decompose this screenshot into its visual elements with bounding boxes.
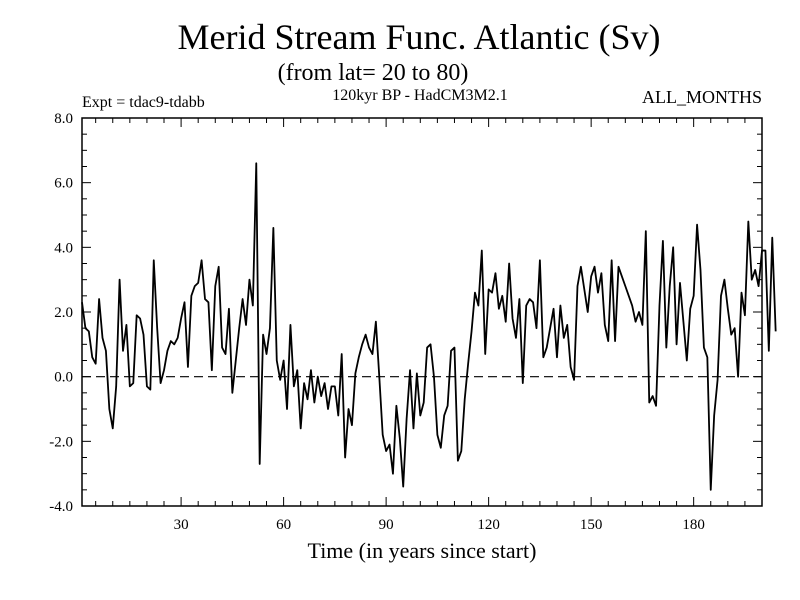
y-tick-label: -2.0	[49, 434, 73, 450]
plot-frame	[81, 117, 763, 507]
experiment-label: Expt = tdac9-tdabb	[82, 94, 205, 111]
x-tick-label: 120	[477, 517, 500, 533]
x-tick-label: 90	[379, 517, 394, 533]
season-label: ALL_MONTHS	[642, 87, 762, 107]
axes: -4.0 -2.0 0.0 2.0 4.0 6.0 8.0 30 60 90 120 150 180	[49, 111, 763, 533]
y-tick-label: -4.0	[49, 499, 73, 515]
y-tick-label: 6.0	[54, 176, 73, 192]
x-tick-label: 180	[682, 517, 705, 533]
x-tick-label: 150	[580, 517, 603, 533]
y-tick-label: 8.0	[54, 111, 73, 127]
chart-title: Merid Stream Func. Atlantic (Sv)	[178, 17, 661, 57]
x-tick-label: 30	[174, 517, 189, 533]
y-tick-label: 4.0	[54, 240, 73, 256]
chart-subtitle: (from lat= 20 to 80)	[278, 60, 469, 86]
y-tick-label: 2.0	[54, 305, 73, 321]
y-tick-label: 0.0	[54, 370, 73, 386]
x-tick-label: 60	[276, 517, 291, 533]
x-axis-label: Time (in years since start)	[308, 538, 537, 563]
series-line	[81, 162, 777, 491]
model-label: 120kyr BP - HadCM3M2.1	[332, 87, 507, 104]
